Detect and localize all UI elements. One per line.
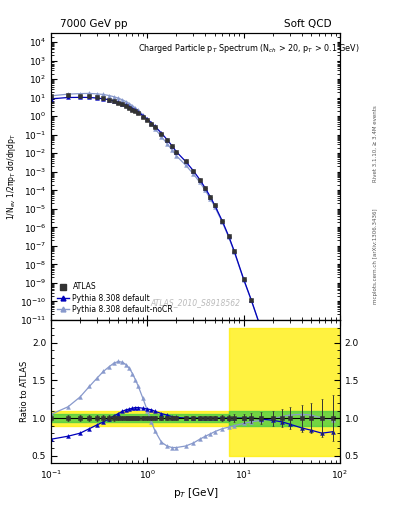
X-axis label: p$_T$ [GeV]: p$_T$ [GeV] [173,486,218,500]
Legend: ATLAS, Pythia 8.308 default, Pythia 8.308 default-noCR: ATLAS, Pythia 8.308 default, Pythia 8.30… [55,280,175,316]
Text: mcplots.cern.ch [arXiv:1306.3436]: mcplots.cern.ch [arXiv:1306.3436] [373,208,378,304]
Text: ATLAS_2010_S8918562: ATLAS_2010_S8918562 [151,298,241,307]
Text: Rivet 3.1.10, ≥ 3.4M events: Rivet 3.1.10, ≥ 3.4M events [373,105,378,182]
Y-axis label: Ratio to ATLAS: Ratio to ATLAS [20,361,29,422]
Text: Charged Particle p$_T$ Spectrum (N$_{ch}$ > 20, p$_T$ > 0.1 GeV): Charged Particle p$_T$ Spectrum (N$_{ch}… [138,42,359,55]
Text: Soft QCD: Soft QCD [284,19,331,29]
Y-axis label: 1/N$_{ev}$ 1/2πp$_T$ dσ/dηdp$_T$: 1/N$_{ev}$ 1/2πp$_T$ dσ/dηdp$_T$ [6,133,18,220]
Text: 7000 GeV pp: 7000 GeV pp [60,19,127,29]
